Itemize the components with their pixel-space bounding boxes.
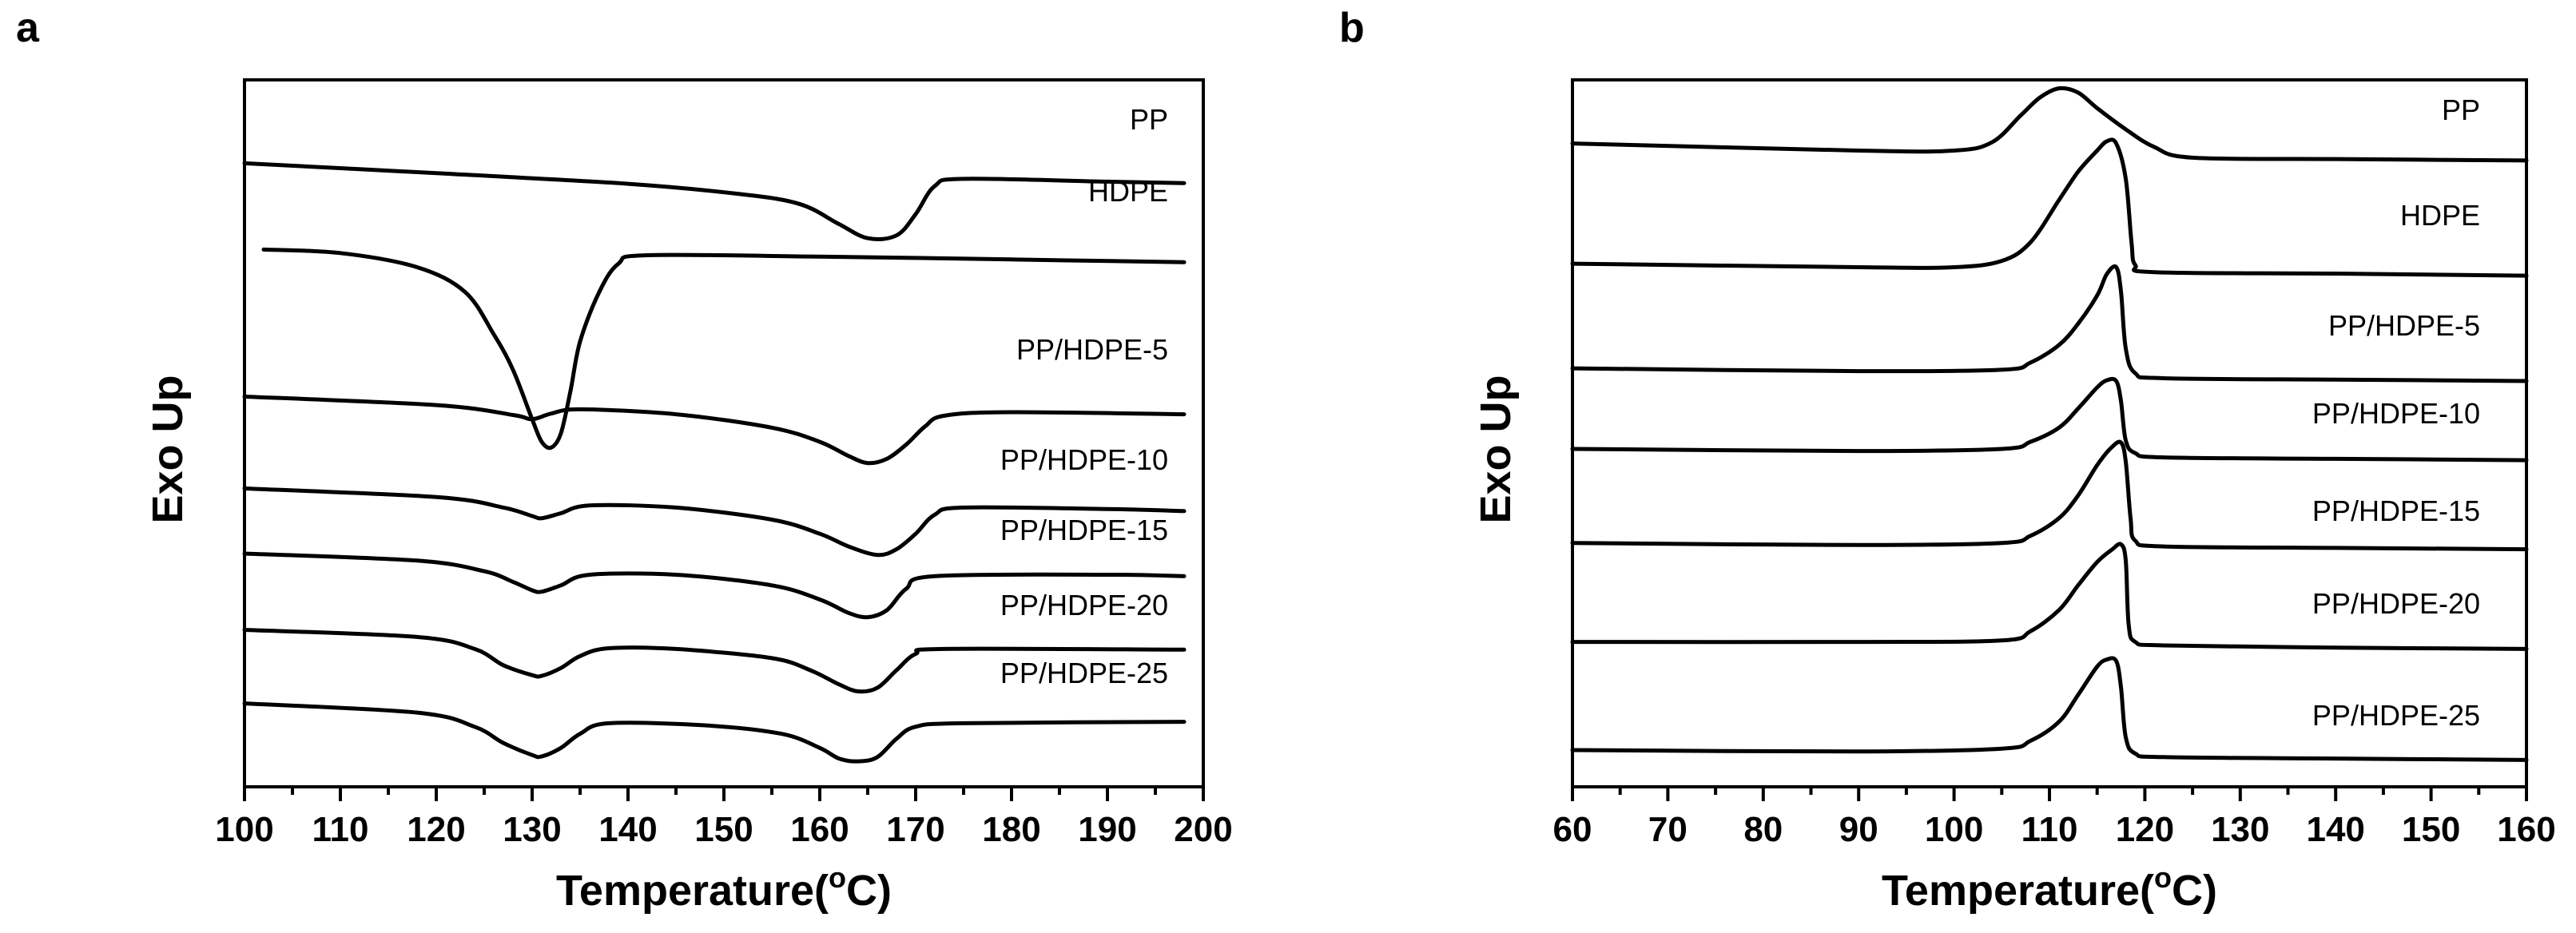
series-line-pp-hdpe-10: [1570, 376, 2529, 463]
x-tick-label: 190: [1078, 810, 1136, 849]
x-axis-title: Temperature(oC): [556, 861, 892, 915]
x-tick-label: 120: [2116, 810, 2174, 849]
x-tick-label: 110: [2021, 810, 2078, 849]
series-line-pp-hdpe-5: [1570, 264, 2529, 383]
series-line-pp-hdpe-25: [242, 701, 1187, 764]
y-axis-title: Exo Up: [1472, 375, 1520, 523]
series-line-pp-hdpe-25: [1570, 656, 2529, 762]
y-axis-title: Exo Up: [144, 375, 192, 523]
x-tick-label: 140: [2306, 810, 2364, 849]
x-tick-label: 150: [694, 810, 753, 849]
series-line-pp-hdpe-5: [242, 395, 1187, 466]
series-label-pp: PP: [1130, 103, 1168, 136]
x-axis-title-unit: C): [2172, 867, 2217, 915]
series-line-pp-hdpe-20: [1570, 542, 2529, 651]
series-line-hdpe: [261, 247, 1187, 451]
series-line-hdpe: [1570, 137, 2529, 278]
x-axis-title-unit: C): [846, 867, 892, 915]
x-axis-title-main: Temperature(: [1882, 867, 2154, 915]
x-tick-label: 180: [982, 810, 1040, 849]
x-tick-label: 80: [1743, 810, 1783, 849]
series-label-pp: PP: [2442, 93, 2480, 126]
series-label-hdpe: HDPE: [2400, 199, 2480, 232]
x-axis-title-degree: o: [2154, 861, 2172, 894]
x-tick-label: 110: [312, 810, 369, 849]
panel-b-plot: 60 70 80 90 100 110 120 130 140 150 160 Temperature…: [1472, 78, 2556, 915]
x-tick-label: 150: [2402, 810, 2460, 849]
x-tick-label: 130: [503, 810, 561, 849]
series-line-pp-hdpe-15: [242, 551, 1187, 620]
series-line-pp: [1570, 85, 2529, 163]
x-tick-label: 100: [1925, 810, 1983, 849]
series-label-pp-hdpe-5: PP/HDPE-5: [1016, 333, 1168, 366]
x-tick-label: 120: [407, 810, 465, 849]
series-label-pp-hdpe-25: PP/HDPE-25: [2312, 699, 2480, 732]
x-axis-title-main: Temperature(: [556, 867, 829, 915]
x-axis-title: Temperature(oC): [1882, 861, 2217, 915]
series-label-pp-hdpe-15: PP/HDPE-15: [1000, 514, 1168, 546]
panel-a-plot: 100 110 120 130 140 150 160 170 180 190 200 Tempera…: [144, 78, 1233, 915]
series-line-pp-hdpe-15: [1570, 439, 2529, 552]
x-tick-label: 140: [598, 810, 657, 849]
series-line-pp-hdpe-10: [242, 486, 1187, 558]
x-axis-title-degree: o: [829, 861, 846, 894]
x-tick-label: 200: [1174, 810, 1232, 849]
x-tick-label: 90: [1839, 810, 1878, 849]
series-label-hdpe: HDPE: [1088, 175, 1168, 208]
x-tick-label: 100: [215, 810, 273, 849]
series-label-pp-hdpe-20: PP/HDPE-20: [1000, 589, 1168, 621]
series-line-pp: [242, 161, 1187, 241]
series-label-pp-hdpe-10: PP/HDPE-10: [2312, 397, 2480, 430]
panel-letter-a: a: [16, 5, 40, 51]
series-line-pp-hdpe-20: [242, 628, 1187, 694]
series-label-pp-hdpe-10: PP/HDPE-10: [1000, 443, 1168, 476]
series-label-pp-hdpe-20: PP/HDPE-20: [2312, 587, 2480, 620]
series-label-pp-hdpe-5: PP/HDPE-5: [2328, 309, 2480, 342]
x-tick-label: 60: [1553, 810, 1592, 849]
x-tick-label: 130: [2211, 810, 2269, 849]
x-tick-label: 160: [790, 810, 849, 849]
series-label-pp-hdpe-15: PP/HDPE-15: [2312, 494, 2480, 527]
x-tick-label: 160: [2497, 810, 2555, 849]
x-tick-label: 70: [1648, 810, 1688, 849]
x-tick-label: 170: [886, 810, 944, 849]
panel-letter-b: b: [1339, 5, 1365, 51]
series-label-pp-hdpe-25: PP/HDPE-25: [1000, 657, 1168, 689]
